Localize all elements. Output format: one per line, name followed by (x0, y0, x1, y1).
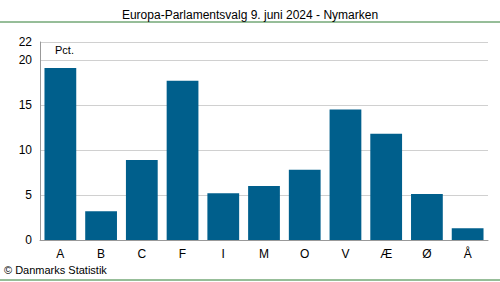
svg-text:5: 5 (25, 188, 32, 202)
svg-text:20: 20 (19, 53, 33, 67)
svg-text:10: 10 (19, 143, 33, 157)
svg-text:Å: Å (464, 246, 472, 261)
svg-text:O: O (300, 247, 309, 261)
svg-text:15: 15 (19, 98, 33, 112)
svg-text:C: C (137, 247, 146, 261)
svg-text:I: I (222, 247, 225, 261)
svg-text:0: 0 (25, 233, 32, 247)
svg-text:22: 22 (19, 35, 33, 49)
svg-text:Æ: Æ (380, 247, 392, 261)
svg-text:A: A (56, 247, 64, 261)
svg-text:Pct.: Pct. (55, 44, 74, 56)
svg-text:Ø: Ø (422, 247, 431, 261)
svg-text:B: B (97, 247, 105, 261)
svg-text:V: V (341, 247, 349, 261)
svg-text:Europa-Parlamentsvalg 9. juni: Europa-Parlamentsvalg 9. juni 2024 - Nym… (122, 8, 378, 22)
svg-text:F: F (179, 247, 186, 261)
svg-text:© Danmarks Statistik: © Danmarks Statistik (4, 264, 107, 276)
svg-text:M: M (259, 247, 269, 261)
